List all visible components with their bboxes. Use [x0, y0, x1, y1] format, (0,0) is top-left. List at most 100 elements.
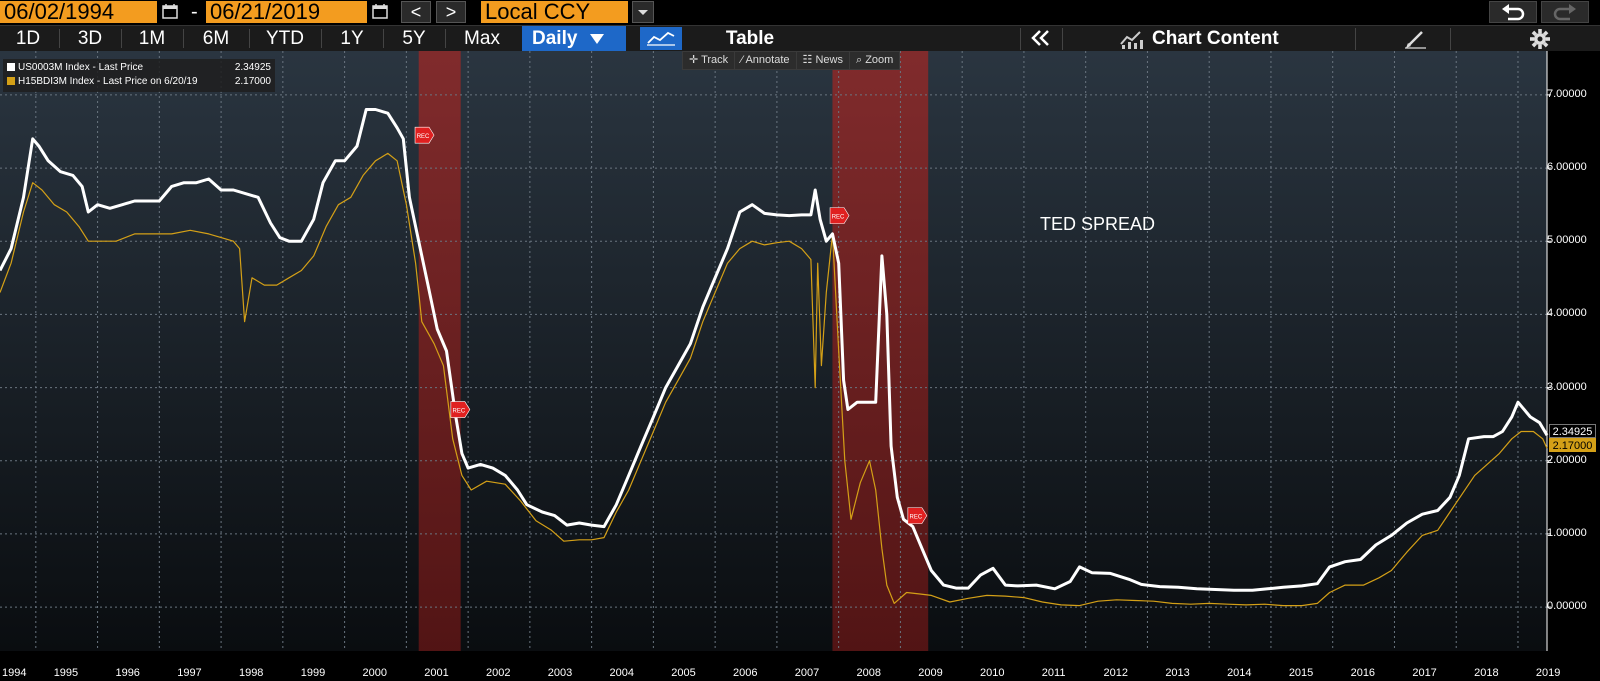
recession-marker-label: REC: [453, 409, 466, 415]
x-tick-label: 2019: [1535, 667, 1561, 679]
x-tick-label: 1999: [300, 667, 326, 679]
separator: [121, 29, 122, 48]
collapse-panel-button[interactable]: [1022, 26, 1060, 51]
x-tick-label: 2002: [485, 667, 511, 679]
last-value-tag-us0003m: 2.34925: [1549, 424, 1596, 438]
x-tick-label: 2004: [609, 667, 634, 679]
last-value-tag-h15bdi3m: 2.17000: [1549, 438, 1596, 452]
edit-button[interactable]: [1400, 27, 1432, 51]
recession-marker[interactable]: REC: [414, 126, 435, 144]
crosshair-icon: ✛: [689, 54, 699, 66]
separator: [59, 29, 60, 48]
separator: [383, 29, 384, 48]
x-axis: [0, 651, 1600, 681]
x-tick-label: 2008: [856, 667, 882, 679]
recession-band: [832, 51, 929, 651]
currency-dropdown-button[interactable]: [632, 1, 654, 23]
x-tick-label: 2009: [918, 667, 943, 679]
x-tick-label: 2016: [1350, 667, 1376, 679]
legend-swatch: [7, 63, 15, 72]
double-chevron-left-icon: [1031, 30, 1049, 46]
separator: [1355, 28, 1356, 50]
flag-icon: [907, 507, 928, 524]
recession-band: [418, 51, 461, 651]
track-label: Track: [701, 54, 729, 66]
annotate-tool[interactable]: ⁄ Annotate: [735, 52, 797, 69]
redo-icon: [1553, 4, 1576, 21]
x-tick-label: 2014: [1227, 667, 1252, 679]
start-date-input[interactable]: 06/02/1994: [0, 1, 157, 23]
x-tick-label: 1995: [53, 667, 79, 679]
next-period-button[interactable]: >: [436, 1, 466, 23]
line-chart-icon: [647, 31, 675, 46]
gear-icon: [1530, 29, 1550, 49]
end-date-input[interactable]: 06/21/2019: [206, 1, 367, 23]
chart-content-icon: [1120, 31, 1143, 49]
zoom-label: Zoom: [865, 54, 894, 66]
x-tick-label: 2010: [980, 667, 1005, 679]
x-tick-label: 2005: [671, 667, 696, 679]
frequency-dropdown[interactable]: Daily: [522, 26, 626, 51]
legend[interactable]: US0003M Index - Last Price 2.34925 H15BD…: [3, 59, 275, 92]
separator: [321, 29, 322, 48]
undo-button[interactable]: [1489, 1, 1537, 23]
x-tick-label: 2007: [794, 667, 820, 679]
table-button[interactable]: Table: [725, 28, 775, 49]
range-1y-button[interactable]: 1Y: [340, 28, 364, 49]
top-toolbar: 06/02/1994 - 06/21/2019 < > Local CCY: [0, 0, 1600, 25]
recession-marker[interactable]: REC: [450, 401, 471, 418]
legend-label: US0003M Index - Last Price: [18, 62, 144, 73]
range-1d-button[interactable]: 1D: [15, 28, 41, 49]
x-tick-label: 2017: [1412, 667, 1437, 679]
recession-marker[interactable]: REC: [907, 507, 928, 524]
range-5y-button[interactable]: 5Y: [402, 28, 426, 49]
flag-icon: [414, 126, 435, 144]
x-tick-label: 1996: [115, 667, 140, 679]
legend-entry[interactable]: H15BDI3M Index - Last Price on 6/20/19 2…: [7, 75, 271, 89]
edit-icon: [1405, 31, 1426, 49]
news-label: News: [815, 54, 843, 66]
range-3d-button[interactable]: 3D: [77, 28, 103, 49]
triangle-down-icon: [589, 33, 604, 44]
legend-label: H15BDI3M Index - Last Price on 6/20/19: [18, 76, 198, 87]
chart-content-button[interactable]: Chart Content: [1060, 26, 1350, 51]
settings-button[interactable]: [1525, 27, 1555, 51]
annotate-label: Annotate: [745, 54, 790, 66]
frequency-label: Daily: [532, 28, 578, 49]
legend-value: 2.34925: [234, 62, 271, 73]
legend-entry[interactable]: US0003M Index - Last Price 2.34925: [7, 61, 271, 75]
previous-period-button[interactable]: <: [401, 1, 431, 23]
range-1m-button[interactable]: 1M: [138, 28, 166, 49]
rates-chart[interactable]: REC REC REC REC: [0, 51, 1600, 681]
series-line-us0003m[interactable]: [0, 108, 1549, 592]
x-tick-label: 2001: [424, 667, 449, 679]
recession-marker-label: REC: [910, 515, 923, 521]
calendar-icon[interactable]: [372, 4, 388, 19]
calendar-icon[interactable]: [162, 4, 178, 19]
chart-type-button[interactable]: [640, 27, 682, 50]
y-tick-label: 7.00000: [1547, 87, 1587, 100]
redo-button[interactable]: [1541, 1, 1589, 23]
zoom-tool[interactable]: ⌕ Zoom: [850, 52, 899, 69]
y-tick-label: 5.00000: [1547, 234, 1587, 247]
news-tool[interactable]: ☷ News: [797, 52, 850, 69]
x-tick-label: 2011: [1041, 667, 1066, 679]
recession-marker-label: REC: [832, 215, 845, 221]
range-max-button[interactable]: Max: [464, 28, 500, 49]
legend-value: 2.17000: [234, 76, 271, 87]
x-tick-label: 2018: [1474, 667, 1499, 679]
pencil-icon: ⁄: [741, 54, 744, 66]
range-ytd-button[interactable]: YTD: [266, 28, 304, 49]
track-tool[interactable]: ✛ Track: [683, 52, 736, 69]
separator: [183, 29, 184, 48]
plot-background: [0, 51, 1547, 651]
x-tick-label: 2003: [547, 667, 573, 679]
recession-marker[interactable]: REC: [829, 207, 850, 224]
series-line-h15bdi3m[interactable]: [0, 152, 1548, 607]
y-tick-label: 2.00000: [1547, 453, 1587, 466]
x-tick-label: 2013: [1165, 667, 1190, 679]
range-6m-button[interactable]: 6M: [202, 28, 230, 49]
y-tick-label: 1.00000: [1547, 526, 1587, 539]
currency-select[interactable]: Local CCY: [481, 1, 628, 23]
chart-tools: ✛ Track ⁄ Annotate ☷ News ⌕ Zoom: [682, 51, 901, 70]
